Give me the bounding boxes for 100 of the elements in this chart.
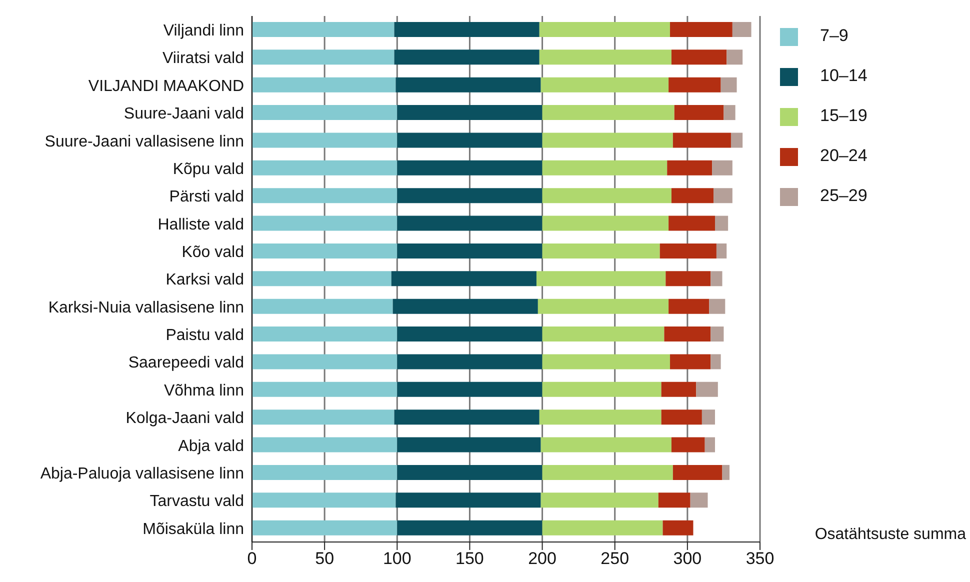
bar — [252, 160, 398, 176]
bar — [709, 298, 726, 314]
bar — [690, 492, 708, 508]
bar — [658, 492, 690, 508]
bar — [542, 326, 664, 342]
bar — [397, 132, 542, 148]
bar — [252, 410, 394, 425]
bar — [662, 520, 694, 536]
bar — [536, 271, 666, 286]
bar — [539, 22, 670, 37]
bar — [397, 520, 542, 536]
bar — [542, 105, 674, 120]
bar — [674, 105, 724, 120]
bar — [252, 271, 392, 286]
x-tick-label: 0 — [247, 549, 257, 568]
x-tick-label: 250 — [600, 549, 630, 568]
y-tick-label: Karksi vald — [166, 272, 244, 289]
bar — [710, 354, 721, 370]
y-tick-label: Võhma linn — [164, 382, 244, 400]
y-tick-label: Saarepeedi vald — [128, 354, 244, 372]
bar — [394, 50, 540, 65]
bar — [542, 354, 670, 370]
bar — [668, 77, 721, 92]
bar — [542, 160, 668, 176]
bar — [539, 50, 672, 65]
bar — [396, 492, 541, 508]
bar — [252, 77, 396, 92]
bar — [540, 77, 669, 92]
bar — [670, 22, 732, 37]
bar — [668, 216, 716, 231]
bar — [252, 22, 394, 37]
bar — [542, 382, 662, 397]
bar — [720, 77, 737, 92]
bar — [397, 188, 542, 204]
bar — [672, 464, 722, 480]
legend-label: 15–19 — [820, 106, 868, 125]
bar — [252, 382, 398, 397]
x-tick-label: 200 — [528, 549, 556, 568]
bar — [661, 410, 702, 425]
bar — [732, 22, 752, 37]
y-tick-label: Suure-Jaani vallasisene linn — [44, 133, 244, 150]
x-tick-label: 150 — [456, 549, 484, 568]
y-tick-label: Kõpu vald — [172, 160, 244, 178]
y-tick-label: Viljandi linn — [163, 22, 244, 40]
bar — [542, 520, 663, 536]
bar — [671, 188, 714, 204]
bar — [671, 437, 705, 452]
y-tick-label: Paistu vald — [166, 327, 244, 344]
x-tick-label: 50 — [315, 549, 334, 568]
bar — [397, 216, 542, 231]
y-tick-label: Kõo vald — [182, 244, 244, 261]
legend-label: 7–9 — [820, 26, 848, 45]
bar — [702, 410, 716, 425]
bar — [252, 492, 396, 508]
bar — [664, 326, 711, 342]
bar — [660, 243, 716, 258]
bar — [542, 216, 669, 231]
bar — [252, 243, 398, 258]
bar — [715, 216, 728, 231]
bar — [252, 354, 398, 370]
bar — [672, 132, 731, 148]
bar — [722, 464, 730, 480]
bar — [539, 410, 662, 425]
bar — [667, 160, 712, 176]
bar — [542, 132, 673, 148]
y-tick-label: Kolga-Jaani vald — [126, 410, 244, 428]
x-tick-label: 300 — [673, 549, 702, 568]
bar — [396, 77, 541, 92]
bar — [724, 105, 736, 120]
y-tick-label: Suure-Jaani vald — [124, 106, 244, 123]
y-tick-label: Halliste vald — [158, 216, 244, 234]
legend-label: 25–29 — [820, 186, 868, 205]
bar — [397, 437, 541, 452]
bar — [252, 437, 398, 452]
bar — [394, 22, 540, 37]
bar — [696, 382, 718, 397]
bar — [542, 243, 660, 258]
bar — [397, 326, 542, 342]
bar — [668, 298, 710, 314]
bar — [391, 271, 536, 286]
bar — [394, 410, 540, 425]
bar — [542, 464, 673, 480]
bar — [392, 298, 538, 314]
bar — [671, 50, 727, 65]
bar — [540, 492, 658, 508]
bar — [252, 50, 394, 65]
x-tick-label: 100 — [382, 549, 412, 568]
y-tick-label: Karksi-Nuia vallasisene linn — [48, 299, 244, 316]
bar — [714, 188, 732, 204]
x-axis-title: Osatähtsuste summa — [814, 526, 966, 544]
bar — [252, 326, 398, 342]
bar — [712, 160, 732, 176]
bar — [252, 464, 398, 480]
bar — [397, 243, 542, 258]
bar — [252, 216, 398, 231]
bar — [397, 354, 542, 370]
bar — [397, 105, 542, 120]
bar — [540, 437, 672, 452]
bar — [538, 298, 669, 314]
y-tick-label: Tarvastu vald — [150, 493, 244, 510]
